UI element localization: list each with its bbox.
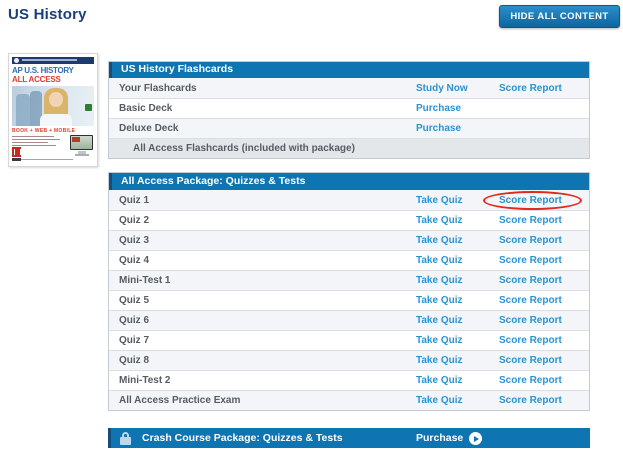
purchase-link[interactable]: Purchase — [416, 103, 462, 114]
score-report-link[interactable]: Score Report — [499, 194, 562, 206]
table-row-quiz-5: Quiz 5 Take Quiz Score Report — [109, 290, 589, 310]
purchase-link[interactable]: Purchase — [416, 123, 462, 134]
study-now-link[interactable]: Study Now — [416, 82, 468, 94]
take-quiz-link[interactable]: Take Quiz — [416, 194, 463, 206]
cover-student-shirt — [40, 114, 72, 126]
cover-bullet-microtext — [12, 136, 94, 146]
take-quiz-link[interactable]: Take Quiz — [416, 395, 463, 406]
take-quiz-link[interactable]: Take Quiz — [416, 335, 463, 346]
take-quiz-link[interactable]: Take Quiz — [416, 275, 463, 286]
row-label: Deluxe Deck — [119, 123, 179, 134]
book-cover-image: AP U.S. HISTORY ALL ACCESS BOOK + WEB + … — [8, 53, 98, 167]
row-label: Quiz 3 — [119, 235, 150, 246]
table-row-quiz-1: Quiz 1 Take Quiz Score Report — [109, 190, 589, 210]
score-report-link[interactable]: Score Report — [499, 82, 562, 94]
score-report-link[interactable]: Score Report — [499, 315, 562, 326]
take-quiz-link[interactable]: Take Quiz — [416, 375, 463, 386]
table-row-all-access-flashcards: All Access Flashcards (included with pac… — [109, 138, 589, 158]
table-row-quiz-4: Quiz 4 Take Quiz Score Report — [109, 250, 589, 270]
table-row-quiz-3: Quiz 3 Take Quiz Score Report — [109, 230, 589, 250]
take-quiz-link[interactable]: Take Quiz — [416, 235, 463, 246]
score-report-link[interactable]: Score Report — [499, 375, 562, 386]
cover-formats-line: BOOK + WEB + MOBILE — [12, 128, 76, 134]
cover-photo — [12, 86, 94, 126]
row-label: Quiz 6 — [119, 315, 150, 326]
flashcards-table-header: US History Flashcards — [109, 62, 589, 78]
table-row-quiz-7: Quiz 7 Take Quiz Score Report — [109, 330, 589, 350]
score-report-link[interactable]: Score Report — [499, 295, 562, 306]
cover-background-figure — [30, 91, 42, 126]
table-row-mini-test-2: Mini-Test 2 Take Quiz Score Report — [109, 370, 589, 390]
cover-logo-dot — [14, 58, 19, 63]
score-report-link[interactable]: Score Report — [499, 335, 562, 346]
row-label: Basic Deck — [119, 103, 173, 114]
cover-green-logo — [85, 104, 92, 111]
table-row-quiz-8: Quiz 8 Take Quiz Score Report — [109, 350, 589, 370]
cover-monitor-base — [75, 154, 89, 156]
purchase-link[interactable]: Purchase — [416, 432, 464, 444]
row-label: All Access Practice Exam — [119, 395, 241, 406]
table-row-your-flashcards: Your Flashcards Study Now Score Report — [109, 78, 589, 98]
table-row-quiz-6: Quiz 6 Take Quiz Score Report — [109, 310, 589, 330]
cover-student-face — [49, 92, 63, 107]
cover-subtitle: ALL ACCESS — [12, 75, 61, 84]
take-quiz-link[interactable]: Take Quiz — [416, 215, 463, 226]
cover-barcode — [12, 158, 21, 161]
cover-top-banner — [12, 57, 94, 64]
quizzes-table-header: All Access Package: Quizzes & Tests — [109, 173, 589, 190]
row-label: Quiz 2 — [119, 215, 150, 226]
crash-course-title: Crash Course Package: Quizzes & Tests — [142, 432, 343, 444]
table-row-mini-test-1: Mini-Test 1 Take Quiz Score Report — [109, 270, 589, 290]
page-title: US History — [8, 6, 87, 23]
take-quiz-link[interactable]: Take Quiz — [416, 295, 463, 306]
table-row-deluxe-deck: Deluxe Deck Purchase — [109, 118, 589, 138]
play-arrow-icon[interactable] — [469, 432, 482, 445]
score-report-link[interactable]: Score Report — [499, 355, 562, 366]
crash-course-bar: Crash Course Package: Quizzes & Tests Pu… — [108, 428, 590, 448]
row-label: Mini-Test 2 — [119, 375, 171, 386]
hide-all-content-button[interactable]: HIDE ALL CONTENT — [499, 5, 620, 28]
take-quiz-link[interactable]: Take Quiz — [416, 315, 463, 326]
cover-background-figure — [16, 94, 30, 126]
rea-logo — [12, 147, 21, 157]
take-quiz-link[interactable]: Take Quiz — [416, 355, 463, 366]
score-report-link[interactable]: Score Report — [499, 235, 562, 246]
table-row-quiz-2: Quiz 2 Take Quiz Score Report — [109, 210, 589, 230]
cover-monitor-graphic — [70, 135, 93, 150]
table-row-basic-deck: Basic Deck Purchase — [109, 98, 589, 118]
take-quiz-link[interactable]: Take Quiz — [416, 255, 463, 266]
row-label: Quiz 8 — [119, 355, 150, 366]
score-report-link[interactable]: Score Report — [499, 255, 562, 266]
cover-monitor-stand — [78, 151, 86, 154]
quizzes-tests-table: All Access Package: Quizzes & Tests Quiz… — [108, 172, 590, 411]
score-report-link[interactable]: Score Report — [499, 395, 562, 406]
cover-footer-microtext — [15, 159, 73, 160]
row-label: Your Flashcards — [119, 82, 197, 94]
score-report-link[interactable]: Score Report — [499, 275, 562, 286]
cover-banner-microtext — [22, 59, 77, 61]
score-report-link[interactable]: Score Report — [499, 215, 562, 226]
flashcards-table: US History Flashcards Your Flashcards St… — [108, 61, 590, 159]
row-label: Quiz 7 — [119, 335, 150, 346]
table-row-all-access-practice-exam: All Access Practice Exam Take Quiz Score… — [109, 390, 589, 410]
row-label: Quiz 5 — [119, 295, 150, 306]
row-label: Quiz 1 — [119, 194, 150, 206]
lock-icon — [120, 431, 131, 445]
row-label: All Access Flashcards (included with pac… — [133, 143, 355, 154]
row-label: Quiz 4 — [119, 255, 150, 266]
cover-series-title: AP U.S. HISTORY — [12, 66, 74, 75]
row-label: Mini-Test 1 — [119, 275, 171, 286]
